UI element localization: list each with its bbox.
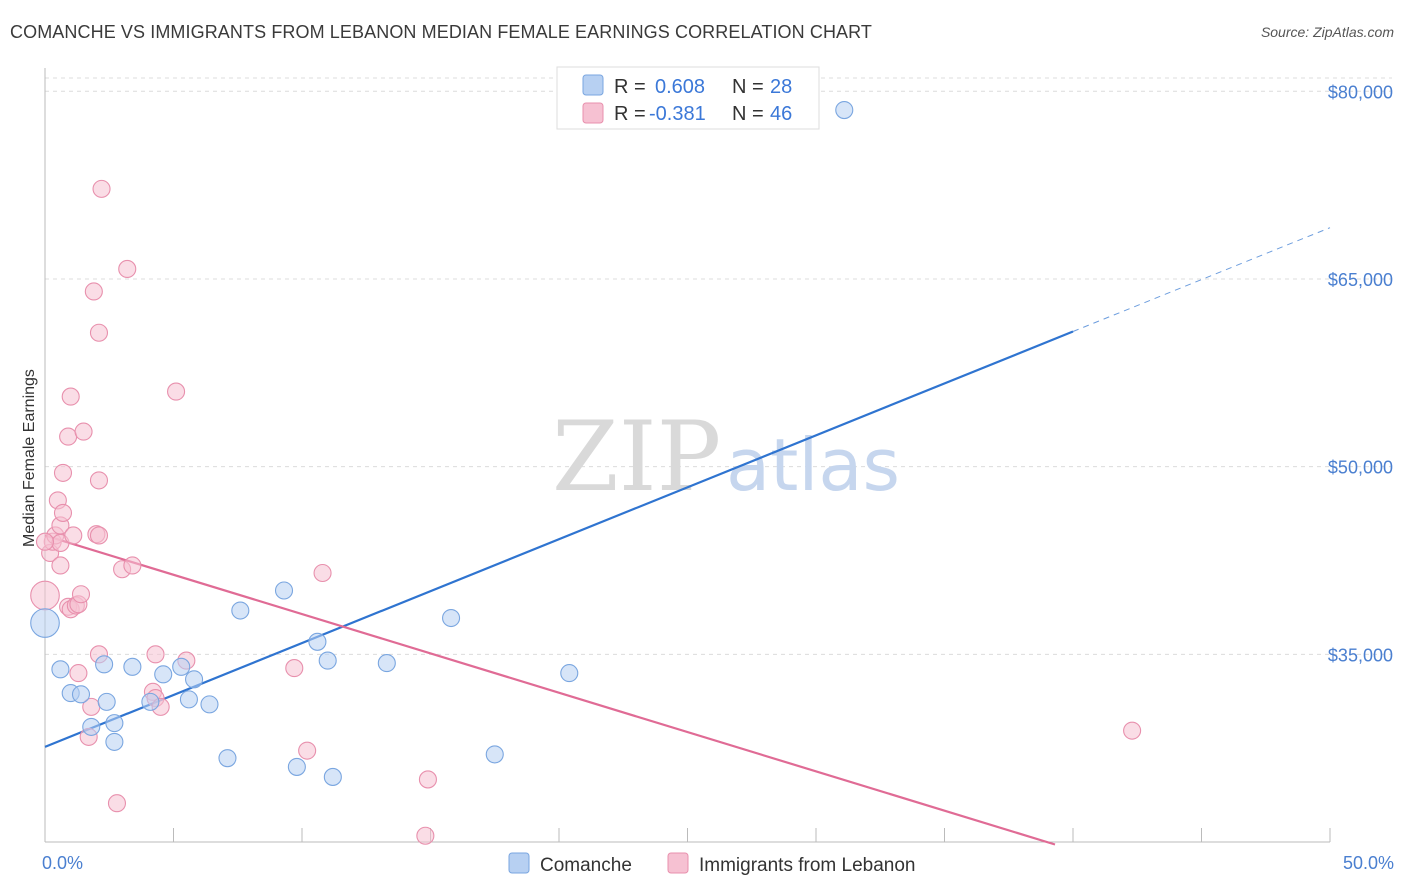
y-tick-labels: $35,000 $50,000 $65,000 $80,000: [1328, 82, 1393, 665]
legend-swatch-pink: [582, 102, 604, 124]
lebanon-point-29: [107, 794, 127, 813]
series-comanche: [30, 100, 854, 786]
legend-r-label-0: R =: [614, 76, 646, 98]
comanche-point-20: [308, 632, 327, 651]
lebanon-point-27: [89, 526, 109, 545]
comanche-point-16: [218, 749, 237, 768]
lebanon-point-9: [53, 463, 73, 482]
comanche-point-3: [71, 685, 91, 704]
lebanon-point-14: [64, 526, 83, 545]
lebanon-point-41: [313, 563, 332, 583]
comanche-point-7: [105, 732, 124, 751]
lebanon-point-39: [285, 659, 304, 678]
comanche-point-26: [560, 664, 579, 683]
lebanon-point-43: [416, 826, 435, 845]
comanche-point-13: [179, 690, 198, 709]
legend-bottom-swatch-lebanon: [667, 852, 689, 874]
comanche-point-19: [287, 757, 306, 776]
chart-title: COMANCHE VS IMMIGRANTS FROM LEBANON MEDI…: [10, 22, 873, 42]
lebanon-point-45: [35, 532, 55, 551]
legend-bottom: Comanche Immigrants from Lebanon: [508, 852, 916, 876]
lebanon-point-8: [53, 503, 73, 522]
legend-n-value-0: 28: [770, 76, 792, 98]
comanche-point-24: [442, 608, 461, 628]
comanche-point-21: [318, 651, 337, 670]
lebanon-point-37: [167, 382, 186, 401]
lebanon-point-16: [69, 664, 88, 683]
lebanon-point-26: [89, 471, 109, 490]
comanche-point-4: [82, 717, 101, 736]
trend-lines: [44, 227, 1331, 846]
comanche-point-11: [154, 665, 173, 684]
comanche-point-27: [835, 100, 854, 120]
lebanon-point-40: [298, 741, 317, 760]
comanche-point-25: [485, 745, 504, 764]
y-tick-label-1: $50,000: [1328, 458, 1393, 478]
lebanon-point-13: [61, 387, 80, 406]
comanche-point-22: [323, 767, 342, 786]
source-credit: Source: ZipAtlas.com: [1260, 24, 1394, 40]
comanche-point-17: [231, 601, 250, 620]
y-axis-label: Median Female Earnings: [21, 369, 38, 547]
legend-bottom-label-comanche: Comanche: [540, 855, 632, 876]
comanche-point-18: [274, 581, 294, 600]
lebanon-point-18: [71, 585, 91, 604]
y-tick-label-3: $80,000: [1328, 82, 1393, 102]
lebanon-point-32: [123, 556, 142, 575]
series-immigrants-lebanon: [30, 179, 1142, 845]
lebanon-point-6: [51, 556, 70, 575]
watermark: ZIP atlas: [552, 401, 900, 513]
legend-bottom-label-lebanon: Immigrants from Lebanon: [699, 855, 916, 876]
x-ticks: [44, 828, 1331, 842]
lebanon-point-44: [1123, 721, 1142, 740]
legend-r-value-0: 0.608: [655, 76, 705, 98]
trend-line-comanche: [44, 330, 1074, 748]
lebanon-point-19: [74, 422, 93, 441]
comanche-point-12: [172, 657, 191, 676]
comanche-point-1: [51, 660, 70, 679]
lebanon-point-34: [146, 645, 165, 664]
x-tick-label-1: 50.0%: [1343, 853, 1394, 873]
legend-n-value-1: 46: [770, 103, 792, 125]
comanche-point-5: [95, 655, 114, 674]
y-tick-label-2: $65,000: [1328, 270, 1393, 290]
lebanon-point-0: [30, 580, 60, 611]
legend-r-value-1: -0.381: [649, 103, 706, 125]
lebanon-point-31: [118, 259, 137, 279]
legend-n-label-0: N =: [732, 76, 764, 98]
comanche-point-10: [141, 692, 160, 711]
y-tick-label-0: $35,000: [1328, 645, 1393, 665]
lebanon-point-42: [418, 770, 437, 789]
watermark-zip: ZIP: [552, 401, 721, 513]
lebanon-point-10: [59, 427, 78, 446]
legend-r-label-1: R =: [614, 103, 646, 125]
comanche-point-9: [123, 657, 142, 676]
trend-line-lebanon: [44, 534, 1056, 846]
comanche-point-6: [97, 692, 116, 711]
legend-bottom-swatch-comanche: [508, 852, 530, 874]
comanche-point-15: [200, 695, 219, 714]
comanche-point-14: [185, 670, 204, 689]
comanche-point-23: [377, 654, 396, 673]
lebanon-point-22: [84, 282, 103, 301]
legend-n-label-1: N =: [732, 103, 764, 125]
legend-swatch-blue: [582, 74, 604, 96]
comanche-point-8: [105, 714, 124, 733]
lebanon-point-25: [89, 323, 109, 342]
x-tick-label-0: 0.0%: [42, 853, 83, 873]
grid-lines: [45, 77, 1392, 655]
lebanon-point-28: [92, 179, 111, 198]
comanche-point-0: [30, 608, 60, 638]
legend-top: R = 0.608 N = 28 R = -0.381 N = 46: [556, 66, 820, 130]
trend-line-comanche-extension: [1072, 227, 1331, 332]
